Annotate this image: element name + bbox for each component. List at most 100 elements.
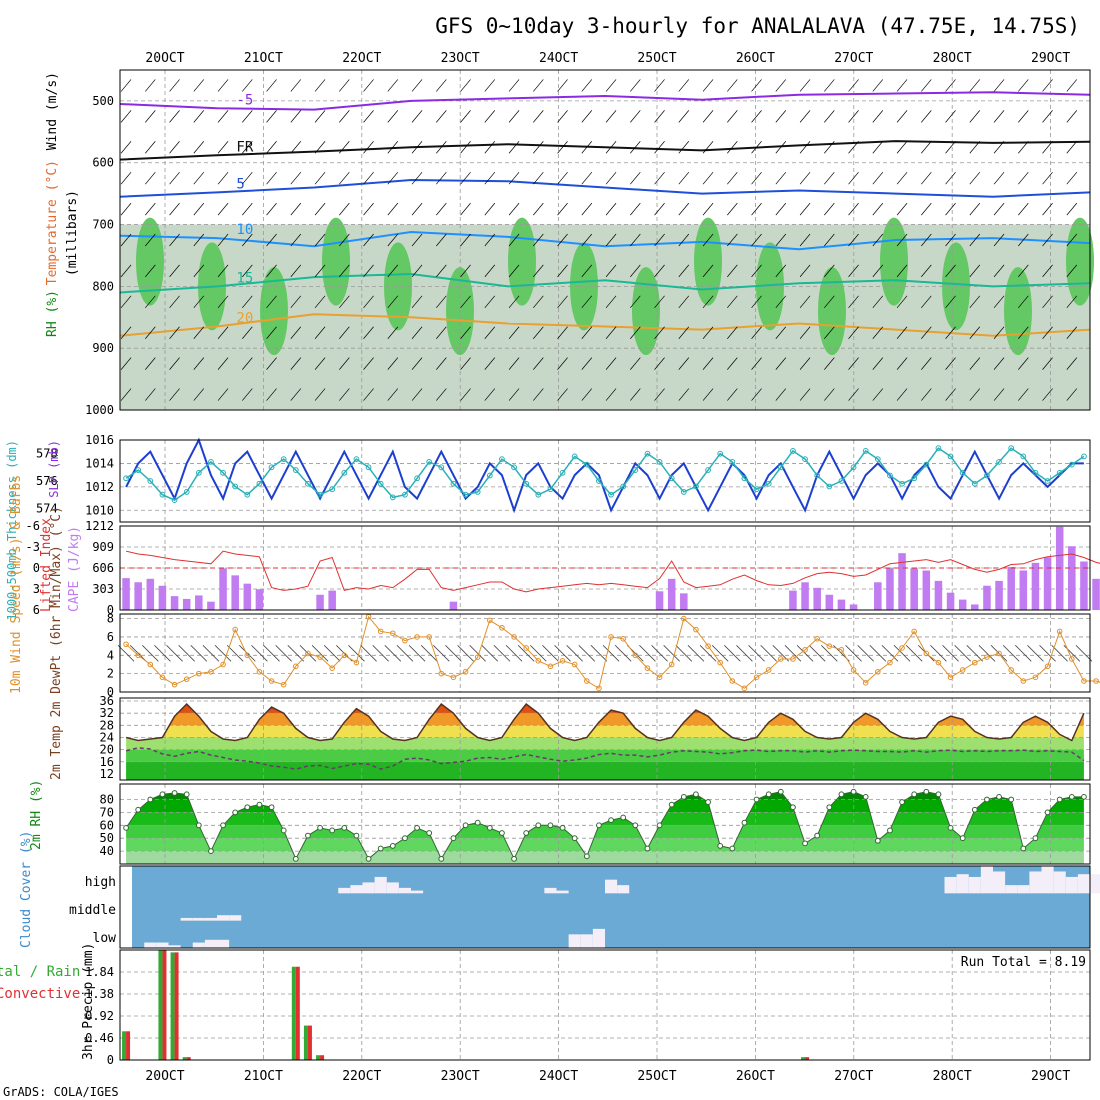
rh-point xyxy=(1044,809,1051,816)
wind-speed-point xyxy=(402,637,408,644)
ylabel-temp2m: 2m Temp 2m DewPt (6hr Min/Max) (°C) xyxy=(49,506,64,780)
wind-barb xyxy=(678,141,690,154)
rh-point xyxy=(790,804,796,811)
wind-barb xyxy=(896,326,908,339)
cape-bar xyxy=(667,578,676,610)
wind-barb xyxy=(436,110,447,123)
thickness-point xyxy=(705,467,711,473)
wind-barb xyxy=(993,171,1005,185)
cloud-fraction-bar xyxy=(544,887,557,894)
rh-point xyxy=(608,817,614,824)
wind-barb xyxy=(145,202,156,216)
wind-barb xyxy=(193,171,205,185)
wind-barb xyxy=(314,79,326,92)
wind-barb xyxy=(314,388,326,401)
wind-barb xyxy=(314,141,326,154)
wind-speed-point xyxy=(293,663,299,670)
rh-point xyxy=(377,845,384,852)
wind-speed-point xyxy=(681,615,687,622)
thickness-point xyxy=(499,456,505,463)
thickness-point xyxy=(741,475,748,482)
wind-barb xyxy=(314,171,326,185)
wind-barb xyxy=(848,141,859,154)
wind-barb xyxy=(145,357,156,370)
chart-title: GFS 0~10day 3-hourly for ANALALAVA (47.7… xyxy=(435,14,1080,38)
x-tick-label-top: 22OCT xyxy=(342,51,381,66)
rh-point xyxy=(705,799,711,805)
isotherm-label: 20 xyxy=(236,311,253,327)
slp-tick-label: 1012 xyxy=(85,480,114,494)
wind-barb xyxy=(824,233,835,247)
cloud-fraction-bar xyxy=(204,939,217,948)
wind-barb xyxy=(896,357,908,370)
rh-point xyxy=(450,835,457,842)
wind-speed-point xyxy=(1081,678,1087,684)
wind-barb xyxy=(751,171,762,185)
surface-wind-barb xyxy=(287,645,305,662)
surface-wind-barb xyxy=(348,645,365,662)
surface-wind-barb xyxy=(881,645,899,662)
cape-bar xyxy=(243,583,252,610)
wind-speed-point xyxy=(862,680,869,686)
wind-speed-point xyxy=(596,685,602,692)
cape-tick-label: 909 xyxy=(92,540,114,554)
wind-barb xyxy=(363,141,374,154)
wind-barb xyxy=(145,295,156,309)
wind-speed-point xyxy=(244,652,251,659)
rh-point xyxy=(1020,845,1027,852)
surface-wind-barb xyxy=(226,645,244,662)
surface-wind-barb xyxy=(845,645,862,662)
cloud-fraction-bar xyxy=(229,915,242,921)
rh-point xyxy=(826,804,833,811)
wind-barb xyxy=(484,357,496,370)
wind-barb xyxy=(727,141,738,154)
wind-barb xyxy=(484,326,496,339)
wind-speed-point xyxy=(135,652,141,659)
cape-bar xyxy=(231,575,239,610)
wind-barb xyxy=(993,202,1005,216)
wind-barb xyxy=(678,326,690,339)
x-tick-label-bottom: 26OCT xyxy=(736,1069,775,1084)
wind-barb xyxy=(508,110,520,123)
thickness-point xyxy=(753,486,760,493)
wind-barb xyxy=(169,357,180,370)
wind-speed-point xyxy=(208,669,214,675)
wind-barb xyxy=(678,110,690,123)
wind-barb xyxy=(290,388,302,401)
wind-barb xyxy=(460,388,471,401)
wind-barb xyxy=(678,357,690,370)
rh-point xyxy=(317,824,323,831)
thickness-point xyxy=(596,478,602,484)
wind-barb xyxy=(581,233,593,247)
surface-wind-barb xyxy=(360,645,377,662)
wind-barb xyxy=(702,110,714,123)
surface-wind-barb xyxy=(457,645,474,662)
wind-barb xyxy=(508,264,520,278)
wind-barb xyxy=(1042,295,1053,309)
ylabel-slp: SLP (mb) xyxy=(47,440,61,498)
wind-barb xyxy=(727,264,738,278)
thickness-point xyxy=(717,450,724,457)
wind-barb xyxy=(630,141,641,154)
wind-barb xyxy=(508,79,520,92)
cloud-layer-label: middle xyxy=(69,903,116,918)
wind-speed-point xyxy=(608,634,614,640)
isotherm-line xyxy=(119,230,1091,251)
wind-barb xyxy=(557,141,568,154)
wind-barb xyxy=(921,326,932,339)
temp-frame xyxy=(119,697,1091,781)
wind-barb xyxy=(436,326,447,339)
x-tick-label-bottom: 23OCT xyxy=(441,1069,480,1084)
wind-barb xyxy=(751,326,762,339)
wind-barb xyxy=(533,388,544,401)
wind-speed-point xyxy=(984,654,990,660)
wind-barb xyxy=(484,388,496,401)
wind-barb xyxy=(1066,388,1078,401)
wind-barb xyxy=(242,171,253,185)
surface-wind-barb xyxy=(857,645,874,662)
wind-barb xyxy=(727,171,738,185)
wind-barb xyxy=(630,357,641,370)
wind-speed-point xyxy=(171,681,178,688)
thickness-point xyxy=(559,469,566,476)
wind-barb xyxy=(993,79,1005,92)
